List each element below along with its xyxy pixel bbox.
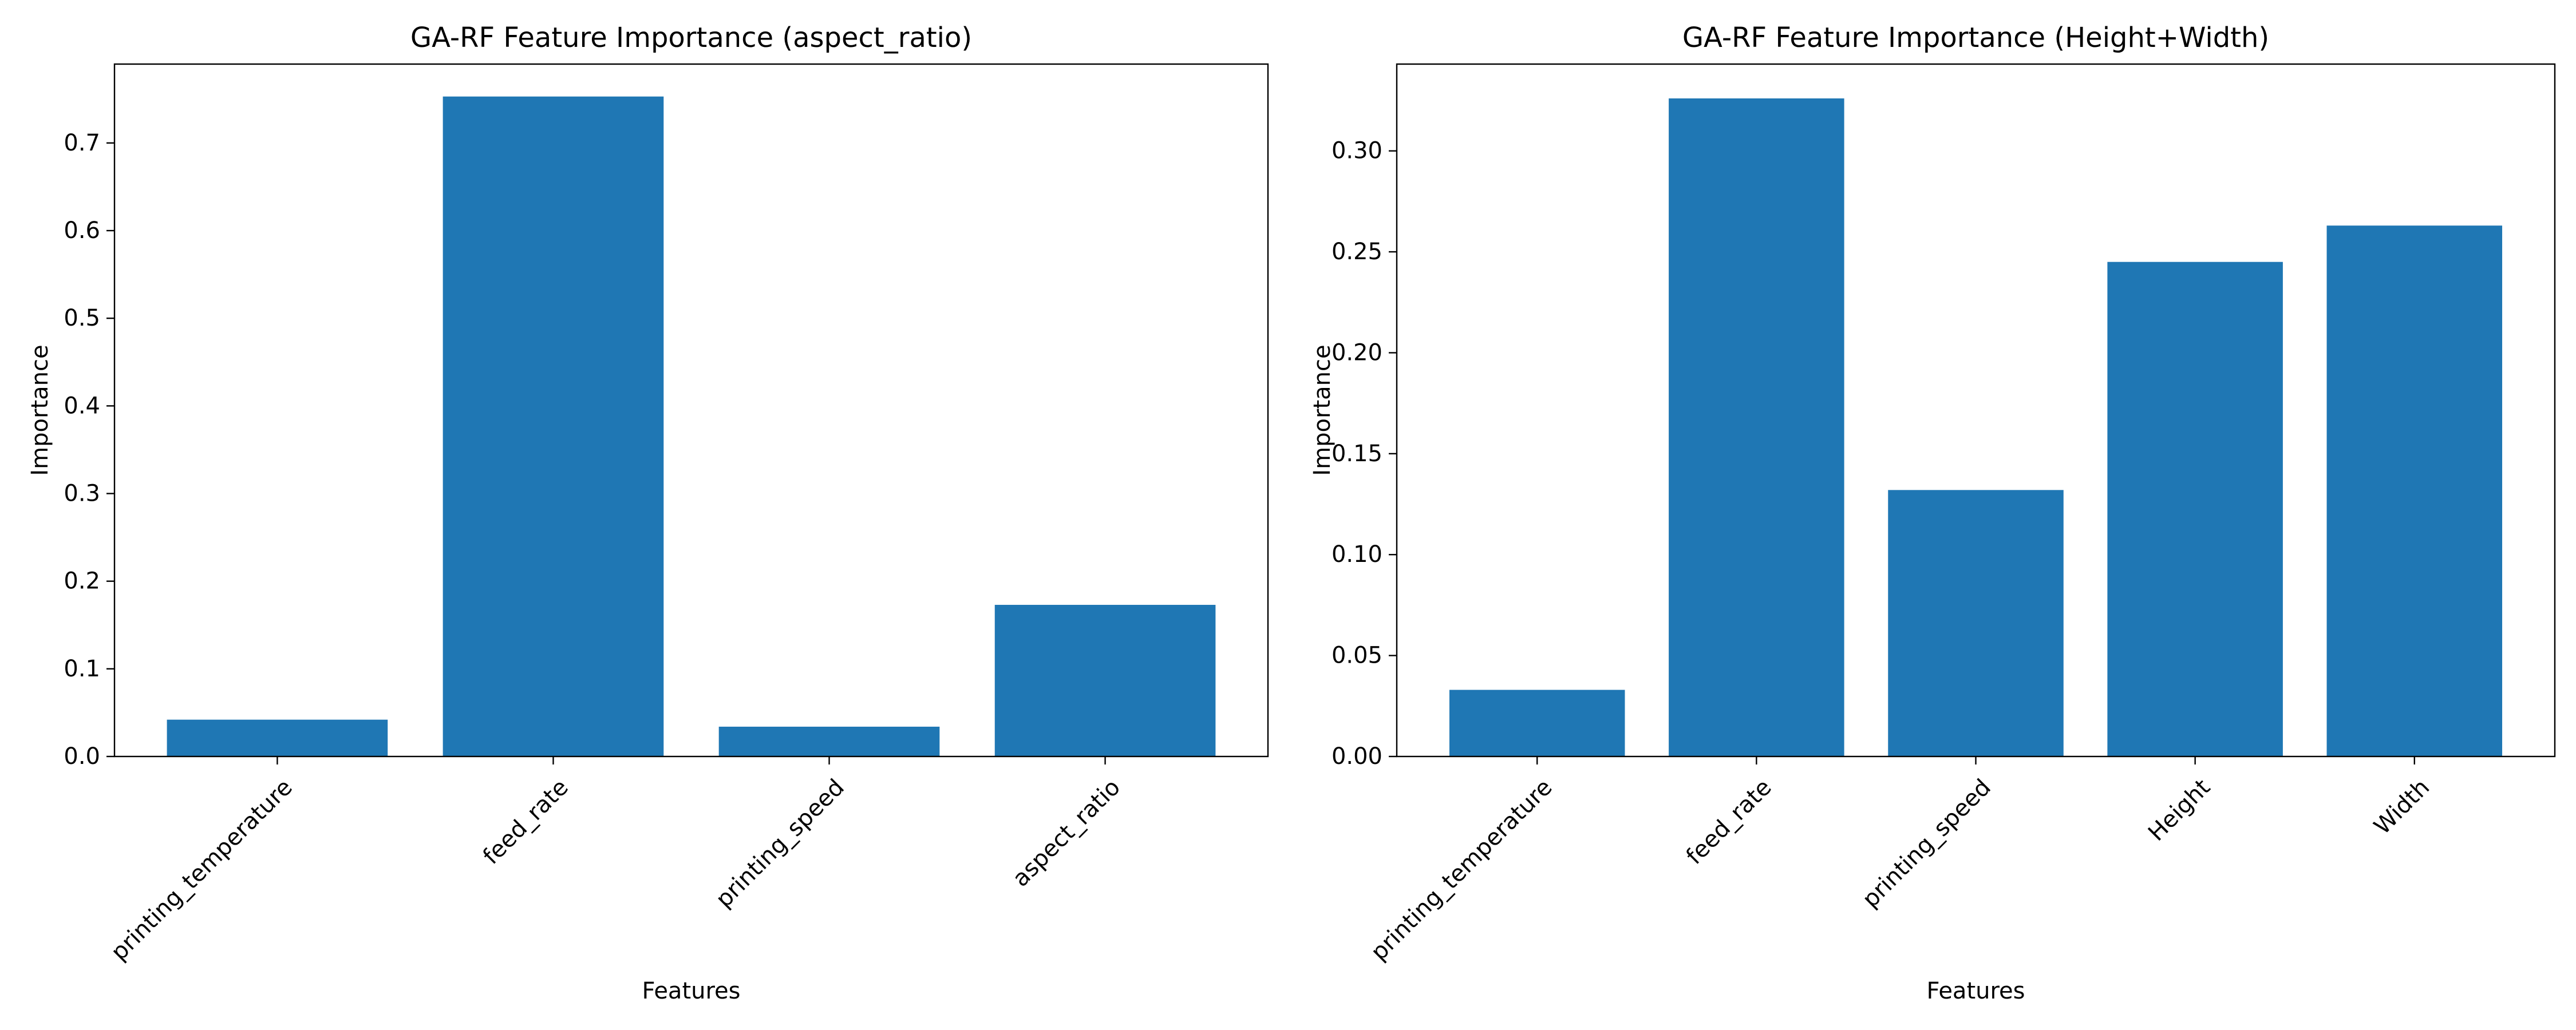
y-tick-label: 0.20 <box>1332 339 1382 366</box>
y-tick-label: 0.7 <box>64 130 100 156</box>
y-tick-label: 0.1 <box>64 656 100 682</box>
bar-height <box>2107 262 2283 756</box>
y-tick-label: 0.15 <box>1332 441 1382 467</box>
bar-printing-temperature <box>1449 690 1625 756</box>
x-tick-label: Height <box>2143 774 2215 846</box>
x-tick-label: printing_temperature <box>106 774 298 966</box>
x-axis-label: Features <box>1927 978 2025 1004</box>
chart-title: GA-RF Feature Importance (Height+Width) <box>1682 22 2269 54</box>
x-tick-label: printing_speed <box>1858 774 1996 913</box>
x-tick-label: feed_rate <box>1681 774 1777 870</box>
y-tick-label: 0.3 <box>64 481 100 507</box>
y-tick-label: 0.0 <box>64 743 100 770</box>
x-tick-label: feed_rate <box>478 774 574 870</box>
bar-printing-speed <box>718 726 940 756</box>
axes-frame <box>113 63 1269 758</box>
x-tick-label: printing_temperature <box>1366 774 1558 966</box>
chart-title: GA-RF Feature Importance (aspect_ratio) <box>410 22 972 54</box>
bar-printing-speed <box>1888 490 2064 756</box>
chart-height-width: 0.00 0.05 0.10 0.15 0.20 0.25 0.30 printing_tem… <box>1309 22 2556 1004</box>
y-tick-label: 0.05 <box>1332 643 1382 669</box>
y-axis-label: Importance <box>1309 344 1336 476</box>
y-tick-label: 0.6 <box>64 217 100 244</box>
x-axis-label: Features <box>642 978 741 1004</box>
bar-aspect-ratio <box>994 605 1216 756</box>
y-tick-label: 0.5 <box>64 305 100 331</box>
x-tick-label: printing_speed <box>711 774 850 913</box>
y-tick-label: 0.4 <box>64 393 100 419</box>
bar-feed-rate <box>442 96 664 756</box>
y-tick-label: 0.00 <box>1332 743 1382 770</box>
x-tick-label: Width <box>2369 774 2435 840</box>
chart-aspect-ratio: 0.0 0.1 0.2 0.3 0.4 0.5 0.6 0.7 printing_tempera… <box>27 22 1269 1004</box>
y-tick-label: 0.10 <box>1332 541 1382 568</box>
bar-width <box>2326 225 2503 757</box>
x-tick-label: aspect_ratio <box>1008 774 1125 892</box>
y-tick-label: 0.30 <box>1332 138 1382 164</box>
y-tick-label: 0.25 <box>1332 239 1382 265</box>
y-tick-label: 0.2 <box>64 568 100 595</box>
y-axis-label: Importance <box>27 344 53 476</box>
bar-printing-temperature <box>167 719 388 756</box>
bar-feed-rate <box>1669 98 1844 757</box>
